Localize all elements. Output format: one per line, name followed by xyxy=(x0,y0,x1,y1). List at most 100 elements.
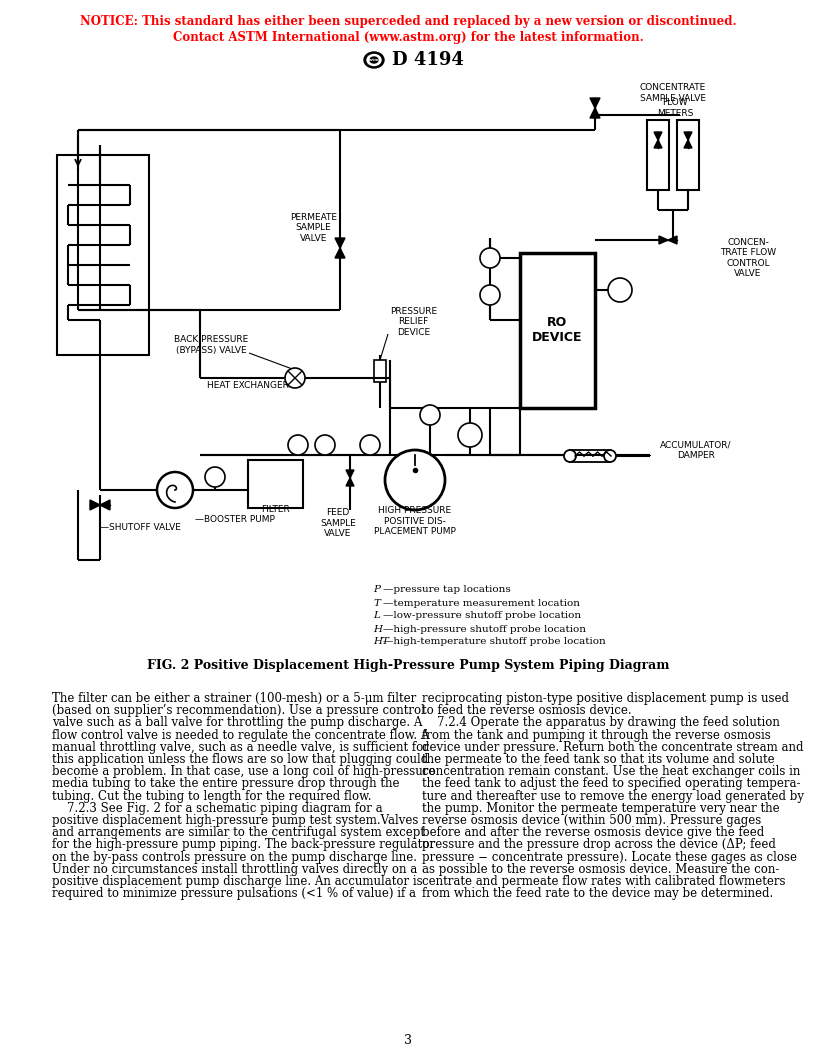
Bar xyxy=(570,450,610,463)
Polygon shape xyxy=(90,499,100,510)
Text: 7.2.4 Operate the apparatus by drawing the feed solution: 7.2.4 Operate the apparatus by drawing t… xyxy=(422,716,780,730)
Text: FILTER: FILTER xyxy=(260,506,290,514)
Polygon shape xyxy=(346,478,354,486)
Text: FLOW
METERS: FLOW METERS xyxy=(657,98,693,117)
Polygon shape xyxy=(335,248,345,258)
Text: become a problem. In that case, use a long coil of high-pressure: become a problem. In that case, use a lo… xyxy=(52,766,436,778)
Circle shape xyxy=(604,450,616,463)
Ellipse shape xyxy=(364,52,384,68)
Text: BACK PRESSURE
(BYPASS) VALVE: BACK PRESSURE (BYPASS) VALVE xyxy=(174,336,248,355)
Text: the pump. Monitor the permeate temperature very near the: the pump. Monitor the permeate temperatu… xyxy=(422,802,779,815)
Text: device under pressure. Return both the concentrate stream and: device under pressure. Return both the c… xyxy=(422,741,804,754)
Bar xyxy=(374,360,386,382)
Text: T: T xyxy=(487,290,493,300)
Text: reverse osmosis device (within 500 mm). Pressure gages: reverse osmosis device (within 500 mm). … xyxy=(422,814,761,827)
Circle shape xyxy=(480,248,500,268)
Text: HT: HT xyxy=(373,638,389,646)
Text: ture and thereafter use to remove the energy load generated by: ture and thereafter use to remove the en… xyxy=(422,790,804,803)
Text: P: P xyxy=(295,440,300,450)
Text: the permeate to the feed tank so that its volume and solute: the permeate to the feed tank so that it… xyxy=(422,753,774,766)
Text: P: P xyxy=(617,285,623,295)
Bar xyxy=(677,120,699,190)
Polygon shape xyxy=(590,108,600,118)
Bar xyxy=(520,253,595,408)
Text: CONCEN-
TRATE FLOW
CONTROL
VALVE: CONCEN- TRATE FLOW CONTROL VALVE xyxy=(720,238,776,278)
Text: from which the feed rate to the device may be determined.: from which the feed rate to the device m… xyxy=(422,887,774,900)
Text: reciprocating piston-type positive displacement pump is used: reciprocating piston-type positive displ… xyxy=(422,692,789,705)
Text: to feed the reverse osmosis device.: to feed the reverse osmosis device. xyxy=(422,704,632,717)
Text: RO
DEVICE: RO DEVICE xyxy=(532,316,583,344)
Text: H: H xyxy=(427,411,433,419)
Polygon shape xyxy=(654,132,662,140)
Bar xyxy=(57,155,149,355)
Text: from the tank and pumping it through the reverse osmosis: from the tank and pumping it through the… xyxy=(422,729,771,741)
Text: pressure − concentrate pressure). Locate these gages as close: pressure − concentrate pressure). Locate… xyxy=(422,850,797,864)
Text: (based on supplier’s recommendation). Use a pressure control: (based on supplier’s recommendation). Us… xyxy=(52,704,425,717)
Circle shape xyxy=(315,435,335,455)
Bar xyxy=(647,120,669,190)
Text: ACCUMULATOR/
DAMPER: ACCUMULATOR/ DAMPER xyxy=(660,440,731,459)
Text: media tubing to take the entire pressure drop through the: media tubing to take the entire pressure… xyxy=(52,777,400,790)
Text: NOTICE: This standard has either been superceded and replaced by a new version o: NOTICE: This standard has either been su… xyxy=(80,16,736,29)
Polygon shape xyxy=(590,98,600,108)
Text: and arrangements are similar to the centrifugal system except: and arrangements are similar to the cent… xyxy=(52,826,425,840)
Text: PRESSURE
RELIEF
DEVICE: PRESSURE RELIEF DEVICE xyxy=(390,307,437,337)
Text: this application unless the flows are so low that plugging could: this application unless the flows are so… xyxy=(52,753,428,766)
Text: concentration remain constant. Use the heat exchanger coils in: concentration remain constant. Use the h… xyxy=(422,766,800,778)
Circle shape xyxy=(420,406,440,425)
Text: The filter can be either a strainer (100-mesh) or a 5-μm filter: The filter can be either a strainer (100… xyxy=(52,692,416,705)
Text: D 4194: D 4194 xyxy=(392,51,463,69)
Text: as possible to the reverse osmosis device. Measure the con-: as possible to the reverse osmosis devic… xyxy=(422,863,779,875)
Polygon shape xyxy=(659,235,668,244)
Text: —low-pressure shutoff probe location: —low-pressure shutoff probe location xyxy=(383,611,581,621)
Polygon shape xyxy=(684,140,692,148)
Text: required to minimize pressure pulsations (<1 % of value) if a: required to minimize pressure pulsations… xyxy=(52,887,416,900)
Text: PERMEATE
SAMPLE
VALVE: PERMEATE SAMPLE VALVE xyxy=(290,213,337,243)
Bar xyxy=(248,460,303,508)
Text: P: P xyxy=(373,585,380,595)
Text: —SHUTOFF VALVE: —SHUTOFF VALVE xyxy=(100,523,181,531)
Text: —temperature measurement location: —temperature measurement location xyxy=(383,599,580,607)
Circle shape xyxy=(608,278,632,302)
Circle shape xyxy=(360,435,380,455)
Text: P: P xyxy=(367,440,373,450)
Polygon shape xyxy=(668,235,677,244)
Text: —BOOSTER PUMP: —BOOSTER PUMP xyxy=(195,515,275,525)
Text: HIGH PRESSURE
POSITIVE DIS-
PLACEMENT PUMP: HIGH PRESSURE POSITIVE DIS- PLACEMENT PU… xyxy=(374,506,456,535)
Text: —high-pressure shutoff probe location: —high-pressure shutoff probe location xyxy=(383,624,586,634)
Polygon shape xyxy=(684,132,692,140)
Text: manual throttling valve, such as a needle valve, is sufficient for: manual throttling valve, such as a needl… xyxy=(52,741,429,754)
Polygon shape xyxy=(346,470,354,478)
Text: P: P xyxy=(212,472,218,482)
Polygon shape xyxy=(100,499,110,510)
Polygon shape xyxy=(335,238,345,248)
Circle shape xyxy=(157,472,193,508)
Text: FEED
SAMPLE
VALVE: FEED SAMPLE VALVE xyxy=(320,508,356,538)
Circle shape xyxy=(288,435,308,455)
Text: T: T xyxy=(373,599,380,607)
Text: tubing. Cut the tubing to length for the required flow.: tubing. Cut the tubing to length for the… xyxy=(52,790,371,803)
Text: H: H xyxy=(373,624,382,634)
Text: Under no circumstances install throttling valves directly on a: Under no circumstances install throttlin… xyxy=(52,863,417,875)
Text: on the by-pass controls pressure on the pump discharge line.: on the by-pass controls pressure on the … xyxy=(52,850,417,864)
Text: astm: astm xyxy=(368,58,380,62)
Text: P: P xyxy=(487,253,493,263)
Text: 3: 3 xyxy=(404,1034,412,1046)
Text: flow control valve is needed to regulate the concentrate flow. A: flow control valve is needed to regulate… xyxy=(52,729,429,741)
Circle shape xyxy=(458,423,482,447)
Text: positive displacement high-pressure pump test system.Valves: positive displacement high-pressure pump… xyxy=(52,814,419,827)
Text: centrate and permeate flow rates with calibrated flowmeters: centrate and permeate flow rates with ca… xyxy=(422,875,786,888)
Text: 7.2.3 See Fig. 2 for a schematic piping diagram for a: 7.2.3 See Fig. 2 for a schematic piping … xyxy=(52,802,383,815)
Text: CONCENTRATE
SAMPLE VALVE: CONCENTRATE SAMPLE VALVE xyxy=(640,83,707,102)
Polygon shape xyxy=(654,140,662,148)
Text: the feed tank to adjust the feed to specified operating tempera-: the feed tank to adjust the feed to spec… xyxy=(422,777,800,790)
Text: L: L xyxy=(373,611,380,621)
Text: HEAT EXCHANGER: HEAT EXCHANGER xyxy=(207,380,289,390)
Text: L: L xyxy=(322,440,327,450)
Text: for the high-pressure pump piping. The back-pressure regulator: for the high-pressure pump piping. The b… xyxy=(52,838,435,851)
Ellipse shape xyxy=(370,57,378,63)
Circle shape xyxy=(205,467,225,487)
Ellipse shape xyxy=(367,55,381,65)
Text: —pressure tap locations: —pressure tap locations xyxy=(383,585,511,595)
Circle shape xyxy=(564,450,576,463)
